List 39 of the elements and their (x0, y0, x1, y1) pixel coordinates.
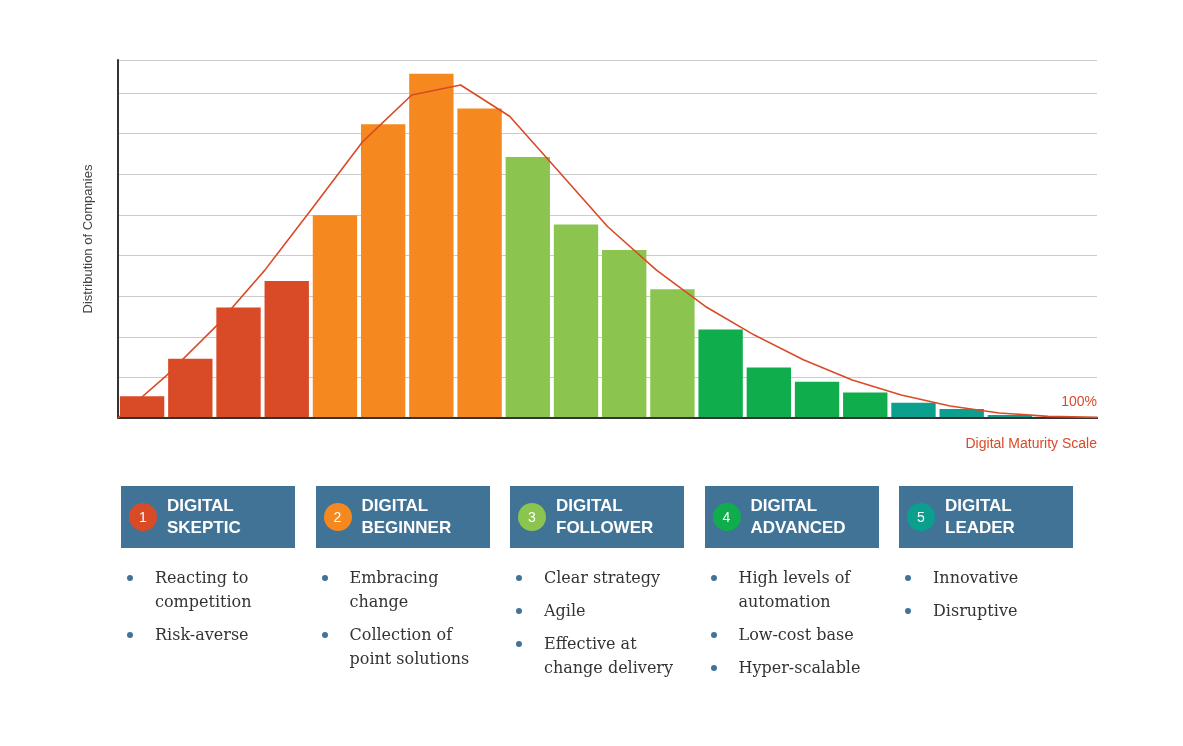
text: Low-cost base (738, 624, 855, 646)
bar (312, 215, 358, 418)
text: DIGITAL FOLLOWER (556, 495, 655, 539)
y-axis-title: Distribution of Companies (80, 164, 95, 314)
text: Reacting to competition (155, 567, 253, 613)
text: Agile (544, 600, 587, 622)
bar (891, 402, 936, 418)
text: DIGITAL LEADER (945, 495, 1016, 539)
text: DIGITAL BEGINNER (361, 495, 453, 539)
text: Disruptive (933, 600, 1019, 622)
bar (457, 108, 502, 418)
text: Hyper-scalable (738, 657, 862, 679)
bar (746, 367, 792, 418)
text: Clear strategy (544, 567, 662, 589)
category-label: 3 (518, 503, 546, 531)
bar (553, 224, 599, 418)
x-axis-title: Digital Maturity Scale (965, 435, 1098, 451)
bar (794, 381, 840, 418)
text: Innovative (933, 567, 1020, 589)
bar (264, 281, 309, 418)
category-label: 4 (712, 503, 741, 531)
text: Effective at change delivery (544, 633, 675, 679)
category-label: 2 (323, 503, 352, 531)
bar (698, 329, 743, 418)
bar (505, 157, 550, 418)
bar (409, 73, 454, 418)
bar (360, 124, 406, 418)
text: Embracing change (349, 567, 440, 613)
annotation: 100% (1061, 393, 1098, 409)
text: Risk-averse (155, 624, 250, 646)
category-label: 5 (907, 503, 935, 531)
bar (602, 250, 647, 418)
text: High levels of automation (738, 567, 852, 613)
bar (843, 392, 888, 418)
text: DIGITAL ADVANCED (750, 495, 847, 539)
bar (650, 289, 695, 418)
text: DIGITAL SKEPTIC (167, 495, 242, 539)
category-label: 1 (129, 503, 157, 531)
text: Collection of point solutions (349, 624, 471, 670)
